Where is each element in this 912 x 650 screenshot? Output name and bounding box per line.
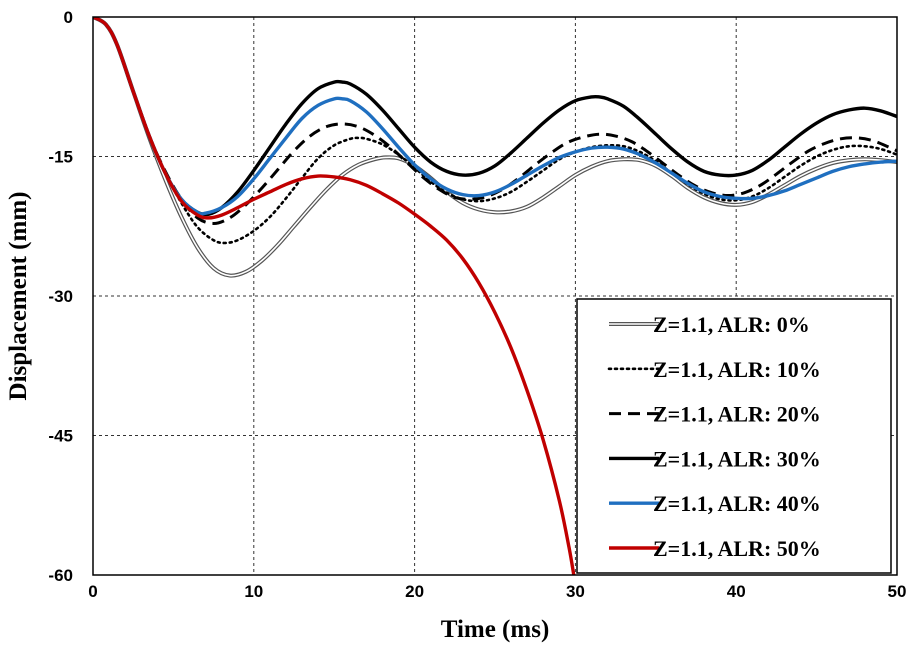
- legend-item: Z=1.1, ALR: 0%: [609, 312, 810, 337]
- series-line-3: [93, 17, 897, 217]
- series-0: [93, 17, 897, 278]
- legend-label: Z=1.1, ALR: 20%: [653, 402, 821, 427]
- y-tick-label: -30: [48, 287, 73, 306]
- series-line-4: [93, 17, 897, 216]
- x-axis-label: Time (ms): [441, 616, 550, 643]
- legend-box: [576, 298, 892, 574]
- legend-item: Z=1.1, ALR: 20%: [609, 402, 821, 427]
- y-tick-label: 0: [64, 8, 73, 27]
- x-tick-label: 10: [244, 582, 263, 601]
- series-5: [93, 17, 576, 575]
- legend-item: Z=1.1, ALR: 50%: [609, 536, 821, 561]
- legend-item: Z=1.1, ALR: 30%: [609, 446, 821, 471]
- y-tick-label: -60: [48, 566, 73, 585]
- x-tick-label: 0: [88, 582, 97, 601]
- series-1: [93, 17, 897, 245]
- y-tick-label: -15: [48, 148, 73, 167]
- legend: Z=1.1, ALR: 0% Z=1.1, ALR: 10% Z=1.1, ALR:…: [576, 298, 892, 574]
- legend-label: Z=1.1, ALR: 40%: [653, 491, 821, 516]
- legend-label: Z=1.1, ALR: 30%: [653, 446, 821, 471]
- legend-label: Z=1.1, ALR: 50%: [653, 536, 821, 561]
- tick-labels: 0 10 20 30 40 50 0 -15 -30 -45 -60: [48, 8, 906, 601]
- series-line-5: [93, 17, 576, 575]
- series-layer: [93, 17, 897, 575]
- x-tick-label: 40: [727, 582, 746, 601]
- y-tick-label: -45: [48, 427, 73, 446]
- x-tick-label: 20: [405, 582, 424, 601]
- plot-area-frame: [92, 16, 898, 576]
- legend-label: Z=1.1, ALR: 10%: [653, 357, 821, 382]
- legend-item: Z=1.1, ALR: 40%: [609, 491, 821, 516]
- series-line-1: [93, 17, 897, 245]
- series-3: [93, 17, 897, 217]
- series-line-0-inner: [93, 17, 897, 277]
- y-axis-label: Displacement (mm): [5, 192, 32, 401]
- grid: [93, 17, 897, 575]
- x-tick-label: 30: [566, 582, 585, 601]
- legend-label: Z=1.1, ALR: 0%: [653, 312, 810, 337]
- series-4: [93, 17, 897, 216]
- x-tick-label: 50: [888, 582, 907, 601]
- legend-item: Z=1.1, ALR: 10%: [607, 357, 821, 382]
- series-line-0-outline: [93, 17, 897, 278]
